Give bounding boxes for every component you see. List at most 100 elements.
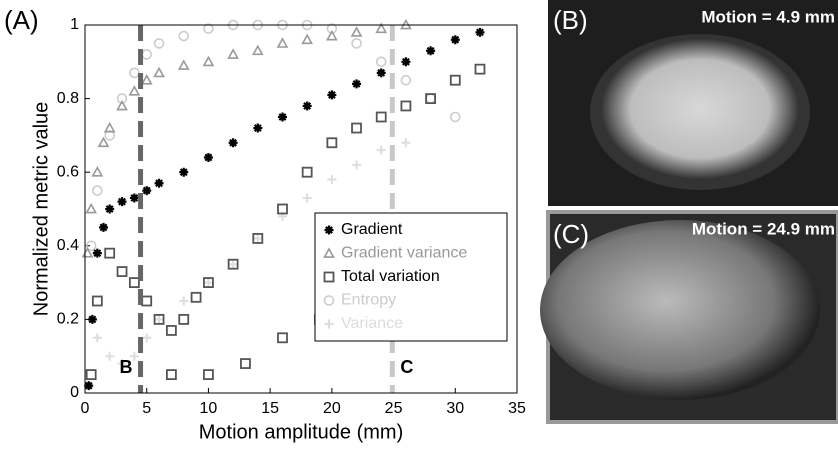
point [154,314,164,324]
point [401,57,411,67]
point [376,145,386,155]
point [325,29,338,41]
point [450,35,460,45]
point [87,314,97,324]
x-tick-label: 5 [142,400,151,417]
point [227,258,239,270]
point [140,74,153,85]
point [153,66,165,78]
point [203,277,214,289]
panel-label: (A) [4,5,39,35]
point [375,22,388,34]
point [326,137,338,149]
point [277,332,288,344]
annotation-label: C [400,357,413,377]
point [178,313,190,325]
x-tick-label: 10 [200,400,218,417]
point [449,111,461,123]
point [165,369,177,381]
point [203,369,214,381]
point [425,93,437,104]
point [92,248,102,258]
point [400,100,412,112]
legend-marker [323,295,335,306]
y-tick-label: 0.2 [57,311,79,328]
x-tick-label: 15 [261,400,279,417]
point [142,186,152,196]
y-tick-label: 0 [70,384,79,401]
image-caption: Motion = 24.9 mm [692,219,835,238]
point [153,313,165,325]
point [129,67,140,79]
point [277,203,288,215]
point [475,27,485,37]
point [202,55,215,67]
legend-marker [323,271,335,283]
point [449,74,461,86]
point [276,37,289,48]
point [253,123,263,133]
point [128,85,141,96]
point [178,30,190,42]
point [85,240,97,252]
point [117,359,127,369]
point [351,122,362,134]
point [179,296,189,306]
point [252,233,264,244]
point [228,138,238,148]
point [92,185,103,196]
point [253,233,263,243]
y-tick-label: 0.6 [57,163,79,180]
point [426,46,436,56]
point [116,99,128,111]
plot-frame [84,24,518,394]
point [154,178,164,188]
point [104,247,116,259]
point [228,259,238,269]
point [105,351,115,361]
legend-label: Total variation [341,268,440,285]
point [141,295,153,307]
scatter-chart: 0 5 10 15 20 25 30 35 0 0.2 0.4 0.6 0.8 1 B C Gradient Gr… [4,5,526,443]
point [165,325,177,336]
legend-marker [324,319,334,329]
point [203,23,214,34]
y-tick-label: 0.8 [57,90,79,107]
point [97,136,110,148]
image-caption: Motion = 4.9 mm [701,7,835,26]
point [227,48,239,59]
point [128,277,140,289]
point [351,38,362,49]
point [352,79,362,89]
point [129,351,139,361]
point [277,112,287,122]
image-panels: (B) Motion = 4.9 mm (C) Motion = 24.9 mm [540,0,838,424]
point [375,111,387,123]
x-axis-label: Motion amplitude (mm) [199,421,404,443]
point [91,295,103,307]
y-tick-label: 0.4 [57,237,79,254]
legend-box [314,212,508,342]
x-tick-label: 20 [323,400,341,417]
legend-label: Gradient [341,221,403,238]
point [91,166,104,177]
point [400,74,412,86]
point [352,160,362,170]
legend-marker [324,225,334,235]
point [425,93,436,104]
point [301,33,314,45]
point [190,291,202,303]
point [141,49,153,60]
point [84,381,94,391]
y-axis-label: Normalized metric value [30,102,52,317]
point [302,101,312,111]
point [240,358,251,369]
point [327,175,337,185]
point [142,333,152,343]
image-label: (B) [553,5,588,35]
point [327,90,337,100]
image-c-object [540,220,820,400]
point [376,68,386,78]
legend-marker [323,247,335,258]
